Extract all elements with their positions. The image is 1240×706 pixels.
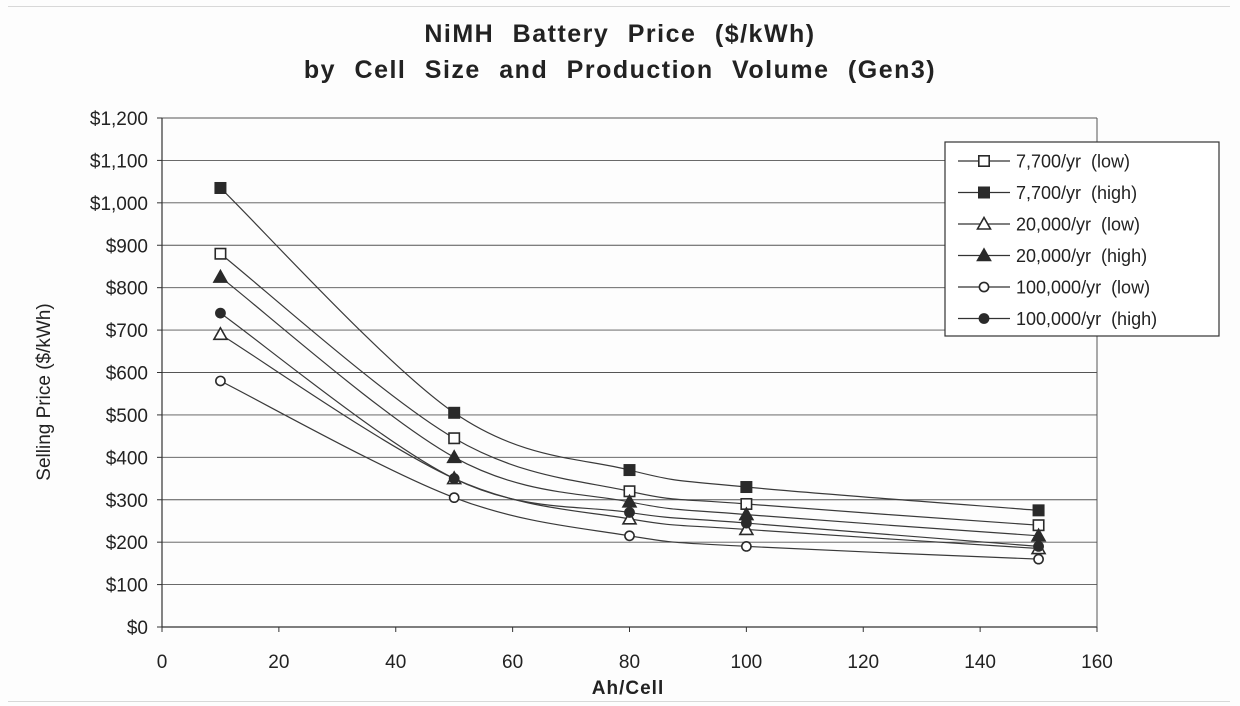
page-frame <box>8 6 1230 702</box>
y-tick-label: $800 <box>106 279 148 300</box>
x-tick-label: 0 <box>157 652 168 673</box>
data-point <box>448 473 460 484</box>
data-point <box>621 510 638 525</box>
axis-layer: $0 $100 $200 $300 $400 $500 $600 $700 $800 $900 $1… <box>90 109 1113 673</box>
x-tick-label: 160 <box>1081 652 1113 673</box>
legend-item: 20,000/yr (high) <box>958 246 1147 266</box>
data-point <box>1033 553 1044 565</box>
data-point <box>740 481 753 494</box>
series-group <box>214 181 1045 517</box>
data-point <box>215 307 226 319</box>
y-tick-label: $1,000 <box>90 194 148 215</box>
data-point <box>446 449 463 464</box>
legend-item: 20,000/yr (low) <box>958 215 1140 235</box>
x-tick-label: 140 <box>964 652 996 673</box>
legend-marker <box>977 155 990 168</box>
data-point <box>214 247 227 260</box>
legend-label: 20,000/yr (low) <box>1016 215 1140 235</box>
data-point <box>738 521 755 536</box>
data-point <box>448 492 460 504</box>
y-axis-title: Selling Price ($/kWh) <box>34 303 55 480</box>
legend-item: 7,700/yr (low) <box>958 152 1130 172</box>
y-tick-label: $400 <box>106 448 148 469</box>
y-tick-label: $200 <box>106 533 148 554</box>
x-tick-label: 120 <box>847 652 879 673</box>
legend-marker <box>978 313 990 324</box>
y-tick-label: $600 <box>106 364 148 385</box>
series-group <box>214 247 1045 532</box>
legend-label: 100,000/yr (low) <box>1016 278 1150 298</box>
series-line <box>220 253 1039 526</box>
data-point <box>1032 504 1045 517</box>
y-tick-label: $700 <box>106 321 148 342</box>
data-point <box>623 464 636 477</box>
x-axis-title: Ah/Cell <box>592 678 664 699</box>
x-tick-label: 40 <box>385 652 406 673</box>
data-point <box>215 375 226 387</box>
y-tick-label: $1,200 <box>90 109 148 130</box>
y-tick-label: $0 <box>127 618 148 639</box>
series-line <box>220 276 1039 537</box>
series-group <box>215 375 1044 565</box>
data-point <box>621 493 638 508</box>
chart-subtitle: by Cell Size and Production Volume (Gen3… <box>303 56 937 84</box>
data-point <box>740 517 752 529</box>
legend-item: 100,000/yr (high) <box>958 309 1157 329</box>
legend-marker <box>978 281 990 293</box>
data-point <box>624 507 635 518</box>
data-point <box>214 181 227 194</box>
data-point <box>448 406 461 419</box>
data-point <box>448 432 461 445</box>
series-group <box>212 326 1047 555</box>
data-point <box>624 530 635 542</box>
y-tick-label: $1,100 <box>90 151 148 172</box>
series-layer <box>212 181 1047 565</box>
series-group <box>212 268 1047 542</box>
legend-marker <box>976 215 992 230</box>
y-tick-label: $900 <box>106 236 148 257</box>
legend-items: 7,700/yr (low) 7,700/yr (high) 20,000/yr (… <box>958 152 1157 329</box>
x-tick-label: 80 <box>619 652 640 673</box>
legend-label: 7,700/yr (low) <box>1016 152 1130 172</box>
legend-label: 20,000/yr (high) <box>1016 246 1147 266</box>
legend-item: 100,000/yr (low) <box>958 278 1150 298</box>
y-tick-label: $100 <box>106 576 148 597</box>
x-tick-label: 100 <box>731 652 763 673</box>
data-point <box>1030 527 1047 542</box>
x-tick-label: 60 <box>502 652 523 673</box>
legend-item: 7,700/yr (high) <box>958 183 1137 203</box>
data-point <box>212 268 229 283</box>
y-tick-label: $500 <box>106 406 148 427</box>
legend-box <box>944 141 1220 337</box>
data-point <box>212 326 229 341</box>
legend-label: 100,000/yr (high) <box>1016 309 1157 329</box>
series-line <box>220 187 1039 511</box>
x-tick-label: 20 <box>268 652 289 673</box>
data-point <box>740 541 752 552</box>
series-group <box>215 307 1044 552</box>
chart-title: NiMH Battery Price ($/kWh) <box>424 20 816 48</box>
legend-marker <box>976 247 992 262</box>
data-point <box>1033 541 1044 552</box>
legend: 7,700/yr (low) 7,700/yr (high) 20,000/yr (… <box>944 141 1220 337</box>
legend-marker <box>977 186 990 199</box>
legend-label: 7,700/yr (high) <box>1016 183 1137 203</box>
y-tick-label: $300 <box>106 491 148 512</box>
